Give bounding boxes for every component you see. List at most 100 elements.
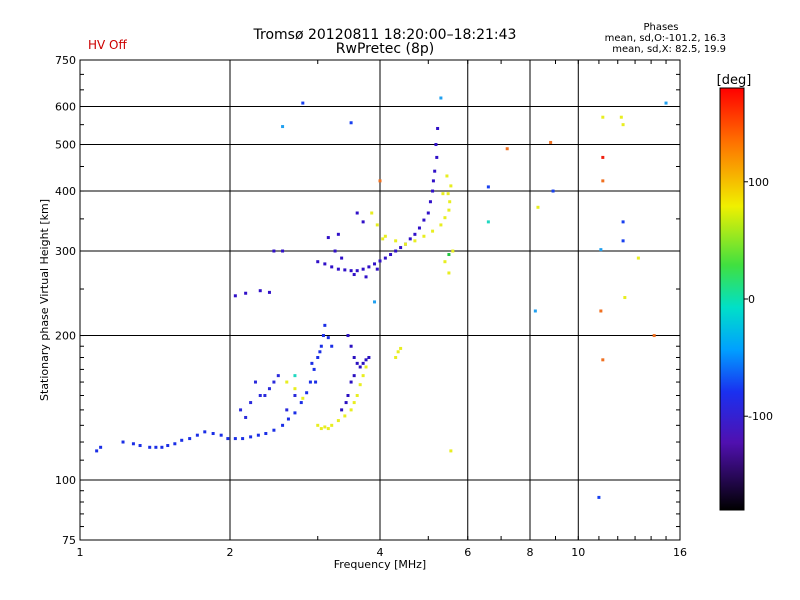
phases-x-stats: mean, sd,X: 82.5, 19.9 — [612, 44, 726, 55]
data-point — [445, 174, 449, 178]
data-point — [233, 437, 237, 441]
data-point — [619, 115, 623, 119]
data-point — [417, 226, 421, 230]
data-point — [316, 355, 320, 359]
data-point — [333, 249, 337, 253]
data-point — [148, 445, 152, 449]
data-point — [326, 427, 330, 431]
data-point — [373, 262, 377, 266]
data-point — [422, 218, 426, 222]
data-point — [383, 256, 387, 260]
data-point — [428, 200, 432, 204]
data-point — [352, 355, 356, 359]
data-point — [326, 336, 330, 340]
data-point — [443, 216, 447, 220]
data-point — [343, 414, 347, 418]
data-point — [349, 380, 353, 384]
data-point — [211, 432, 215, 436]
data-point — [340, 408, 344, 412]
phases-legend: Phases mean, sd,O:-101.2, 16.3 mean, sd,… — [596, 22, 726, 55]
data-point — [361, 267, 365, 271]
data-point — [621, 239, 625, 243]
y-tick-label: 200 — [55, 330, 76, 343]
y-axis-label: Stationary phase Virtual Height [km] — [38, 199, 51, 401]
data-point — [241, 437, 245, 441]
data-point — [349, 344, 353, 348]
data-point — [285, 408, 289, 412]
y-tick-label: 750 — [55, 54, 76, 67]
data-point — [330, 265, 334, 269]
data-point — [281, 423, 285, 427]
data-point — [599, 309, 603, 313]
data-point — [299, 401, 303, 405]
data-point — [244, 415, 248, 419]
data-point — [95, 449, 99, 453]
data-point — [352, 374, 356, 378]
data-point — [378, 179, 382, 183]
y-tick-label: 400 — [55, 185, 76, 198]
colorbar-tick-label: 0 — [748, 293, 755, 306]
data-point — [431, 189, 435, 193]
data-point — [166, 444, 170, 448]
data-point — [601, 115, 605, 119]
data-point — [431, 179, 435, 183]
data-point — [330, 344, 334, 348]
data-point — [352, 401, 356, 405]
x-tick-label: 16 — [673, 546, 687, 559]
data-point — [446, 192, 450, 196]
data-point — [349, 121, 353, 125]
data-point — [336, 267, 340, 271]
data-point — [367, 265, 371, 269]
data-point — [439, 223, 443, 227]
x-tick-label: 10 — [571, 546, 585, 559]
colorbar — [719, 87, 745, 511]
data-point — [433, 169, 437, 173]
data-point — [301, 101, 305, 105]
data-point — [449, 184, 453, 188]
hv-status: HV Off — [88, 38, 127, 52]
data-point — [323, 425, 327, 429]
data-point — [443, 260, 447, 264]
data-point — [396, 350, 400, 354]
x-tick-label: 6 — [464, 546, 471, 559]
data-point — [447, 253, 451, 257]
chart-title: Tromsø 20120811 18:20:00–18:21:43 — [253, 27, 517, 43]
data-point — [623, 296, 627, 300]
data-point — [364, 358, 368, 362]
data-point — [340, 256, 344, 260]
data-point — [451, 249, 455, 253]
data-point — [394, 249, 398, 253]
phases-o-stats: mean, sd,O:-101.2, 16.3 — [604, 33, 726, 44]
data-point — [293, 374, 297, 378]
data-point — [314, 380, 318, 384]
data-point — [436, 126, 440, 130]
data-point — [249, 401, 253, 405]
data-point — [293, 411, 297, 415]
data-point — [346, 334, 350, 338]
data-point — [381, 237, 385, 241]
data-point — [394, 355, 398, 359]
y-tick-label: 75 — [62, 534, 76, 547]
x-tick-label: 8 — [527, 546, 534, 559]
data-point — [422, 234, 426, 238]
data-point — [434, 143, 438, 147]
data-point — [203, 430, 207, 434]
data-point — [355, 211, 359, 215]
data-point — [358, 365, 362, 369]
data-point — [664, 101, 668, 105]
data-point — [378, 259, 382, 263]
data-point — [449, 449, 453, 453]
colorbar-tick-label: -100 — [748, 410, 773, 423]
data-point — [399, 346, 403, 350]
data-point — [173, 442, 177, 446]
data-point — [226, 437, 230, 441]
data-point — [431, 229, 435, 233]
data-point — [319, 427, 323, 431]
data-point — [219, 433, 223, 437]
data-point — [293, 394, 297, 398]
data-point — [263, 394, 267, 398]
data-point — [301, 396, 305, 400]
data-point — [336, 232, 340, 236]
data-point — [435, 155, 439, 159]
data-point — [375, 267, 379, 271]
